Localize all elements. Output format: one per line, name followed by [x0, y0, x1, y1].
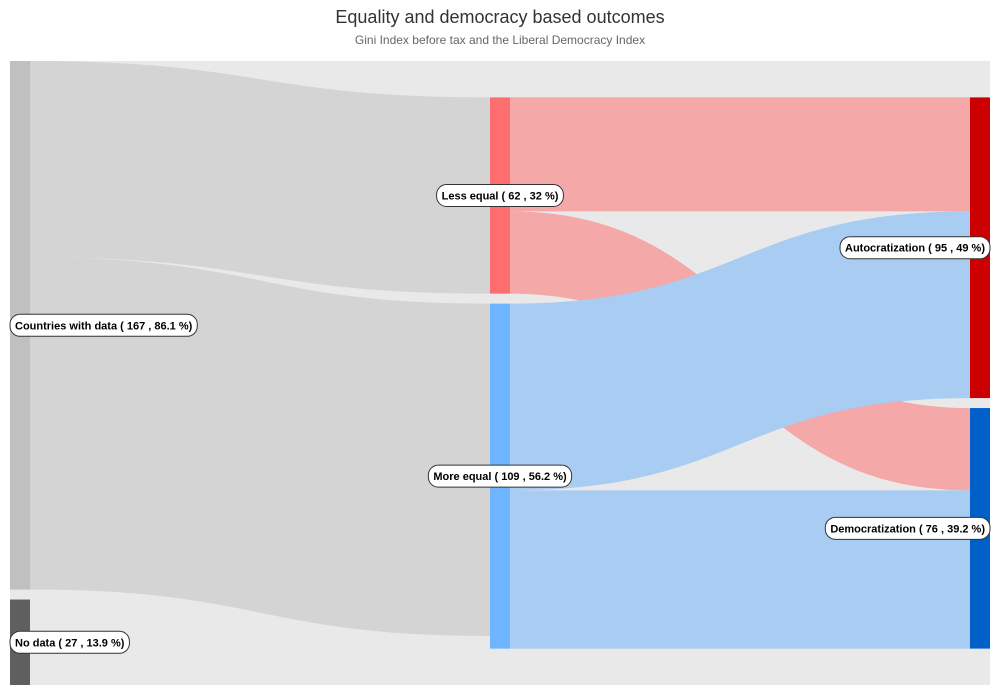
node-label-text: More equal ( 109 , 56.2 %): [433, 471, 567, 483]
link-countries-to-less: [30, 61, 490, 294]
node-label-text: No data ( 27 , 13.9 %): [15, 637, 125, 649]
node-label-nodata: No data ( 27 , 13.9 %): [9, 630, 130, 654]
node-label-text: Less equal ( 62 , 32 %): [442, 191, 559, 203]
node-label-text: Democratization ( 76 , 39.2 %): [830, 523, 985, 535]
link-more-to-auto: [510, 211, 970, 491]
links-layer: [30, 61, 970, 649]
node-label-box: [9, 630, 130, 654]
node-label-box: [9, 313, 198, 337]
node-label-auto: Autocratization ( 95 , 49 %): [839, 236, 991, 260]
node-label-countries: Countries with data ( 167 , 86.1 %): [9, 313, 198, 337]
node-label-text: Countries with data ( 167 , 86.1 %): [15, 320, 193, 332]
link-countries-to-more: [30, 257, 490, 636]
chart-subtitle: Gini Index before tax and the Liberal De…: [354, 33, 646, 47]
chart-title: Equality and democracy based outcomes: [335, 7, 665, 27]
node-label-box: [427, 464, 573, 488]
labels-layer: Countries with data ( 167 , 86.1 %) No da…: [9, 184, 991, 654]
link-more-to-demo: [510, 490, 970, 649]
link-less-to-auto: [510, 97, 970, 212]
node-label-less: Less equal ( 62 , 32 %): [436, 184, 564, 208]
node-label-demo: Democratization ( 76 , 39.2 %): [824, 516, 991, 540]
node-label-box: [839, 236, 991, 260]
node-label-more: More equal ( 109 , 56.2 %): [427, 464, 573, 488]
node-label-box: [824, 516, 991, 540]
node-label-box: [436, 184, 564, 208]
node-label-text: Autocratization ( 95 , 49 %): [845, 243, 985, 255]
